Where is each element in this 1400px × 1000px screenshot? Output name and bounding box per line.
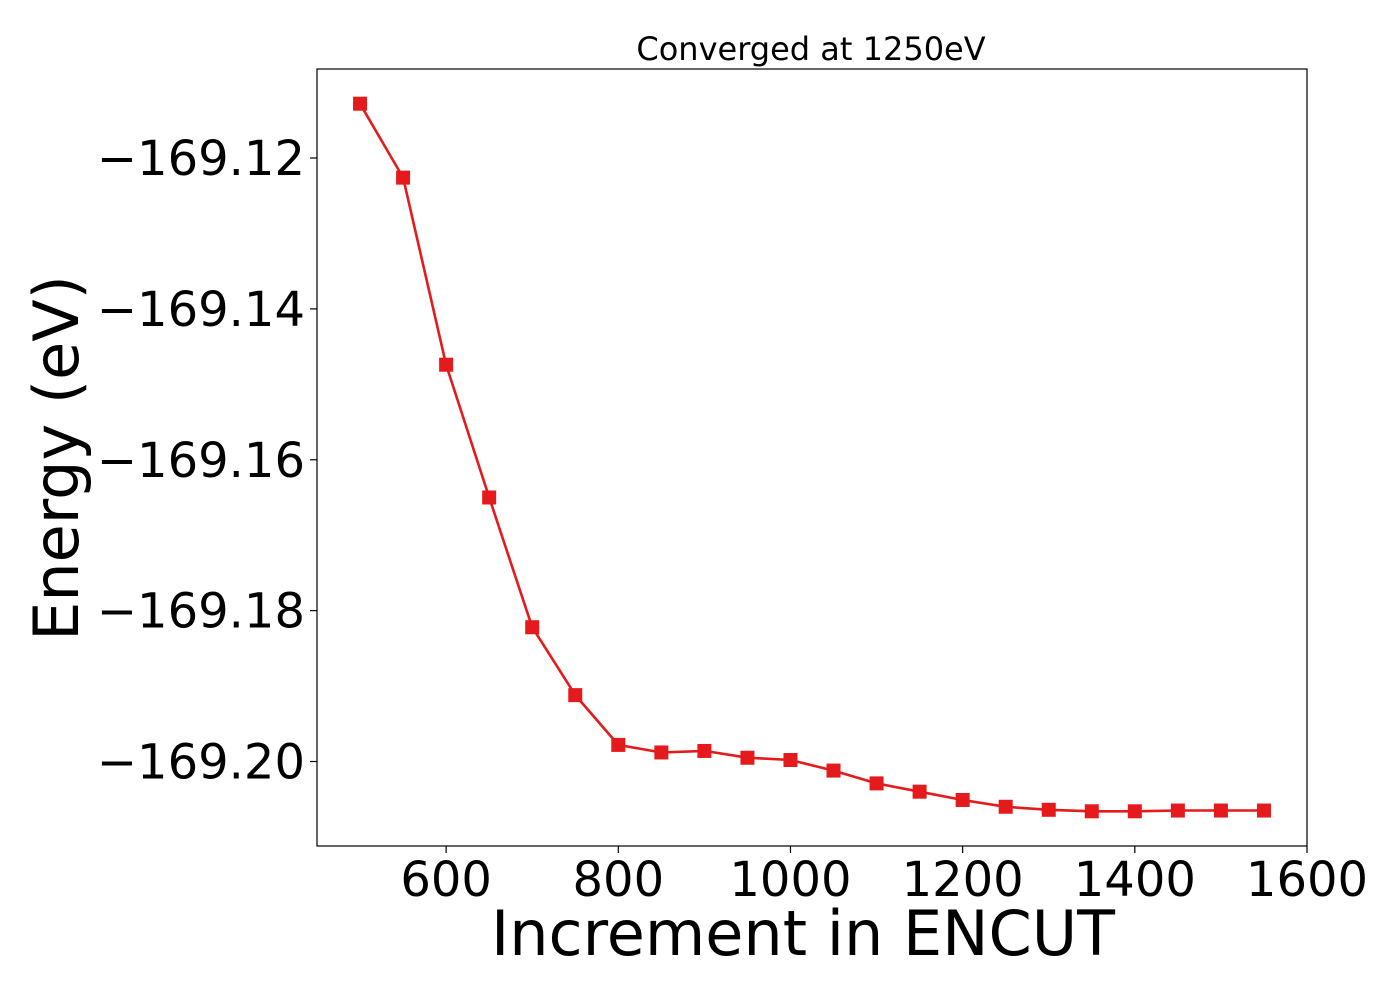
series-layer (353, 96, 1271, 819)
data-point (654, 745, 669, 760)
x-tick-label: 1400 (1074, 852, 1196, 908)
y-tick-label: −169.14 (97, 282, 305, 338)
y-tick-label: −169.12 (97, 131, 305, 187)
x-tick-label: 600 (400, 852, 492, 908)
data-point (525, 620, 540, 635)
data-point (1084, 804, 1099, 819)
data-point (912, 784, 927, 799)
y-tick-label: −169.18 (97, 584, 305, 640)
y-tick-label: −169.16 (97, 433, 305, 489)
x-axis: 600 800 1000 1200 1400 1600 (400, 846, 1368, 908)
data-point (783, 753, 798, 768)
data-point (826, 763, 841, 778)
chart-title: Converged at 1250eV (636, 30, 985, 68)
series-line (358, 103, 1264, 813)
data-point (955, 792, 970, 807)
data-point (1170, 803, 1185, 818)
x-tick-label: 1000 (729, 852, 851, 908)
x-axis-label: Increment in ENCUT (491, 897, 1116, 970)
y-tick-label: −169.20 (97, 735, 305, 791)
x-tick-label: 800 (572, 852, 664, 908)
data-point (869, 776, 884, 791)
data-point (1041, 802, 1056, 817)
y-axis: −169.12 −169.14 −169.16 −169.18 −169.20 (97, 131, 317, 791)
data-point (439, 357, 454, 372)
data-point (697, 743, 712, 758)
data-point (482, 490, 497, 505)
data-point (1213, 803, 1228, 818)
y-axis-label: Energy (eV) (20, 275, 93, 641)
data-point (353, 96, 368, 111)
x-tick-label: 1600 (1246, 852, 1368, 908)
plot-frame (316, 68, 1308, 847)
x-tick-label: 1200 (902, 852, 1024, 908)
data-point (998, 799, 1013, 814)
data-point (568, 688, 583, 703)
data-point (396, 170, 411, 185)
data-point (1256, 803, 1271, 818)
plot-area (316, 68, 1308, 847)
data-point (1127, 804, 1142, 819)
data-point (611, 737, 626, 752)
data-point (740, 750, 755, 765)
